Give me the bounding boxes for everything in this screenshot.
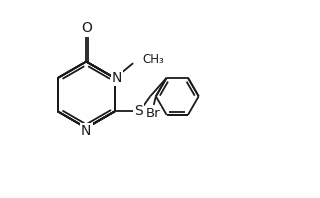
Text: N: N [81,124,92,138]
Text: S: S [134,104,143,118]
Text: Br: Br [145,107,160,120]
Text: N: N [112,71,122,85]
Text: O: O [81,21,92,35]
Text: CH₃: CH₃ [143,53,164,67]
